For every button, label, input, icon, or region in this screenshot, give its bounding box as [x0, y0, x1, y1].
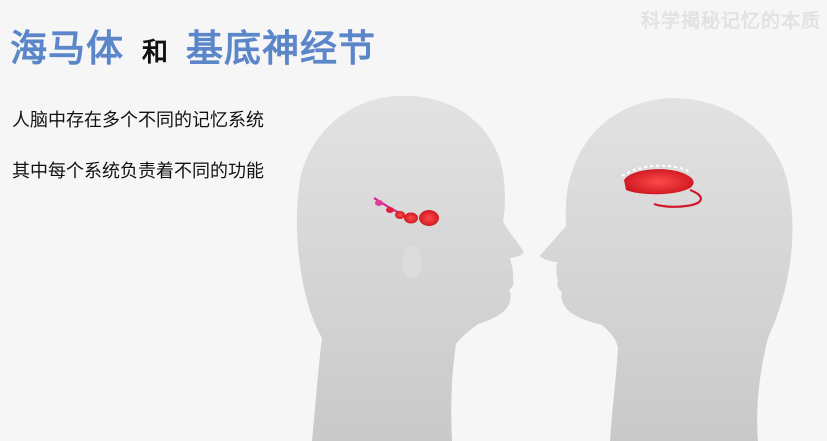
- body-text-line-1: 人脑中存在多个不同的记忆系统: [12, 110, 264, 131]
- watermark-text: 科学揭秘记忆的本质: [640, 10, 821, 32]
- basal-ganglia-illustration-icon: [621, 164, 702, 208]
- title-basal-ganglia: 基底神经节: [186, 27, 377, 70]
- body-text-line-2: 其中每个系统负责着不同的功能: [12, 161, 264, 182]
- head-silhouette-right-icon: [540, 98, 793, 441]
- slide-title: 海马体 和 基底神经节: [10, 18, 376, 72]
- title-conjunction: 和: [142, 38, 169, 68]
- ear-shade-left: [402, 246, 422, 278]
- title-hippocampus: 海马体: [10, 27, 124, 70]
- hippocampus-illustration-icon: [373, 197, 439, 226]
